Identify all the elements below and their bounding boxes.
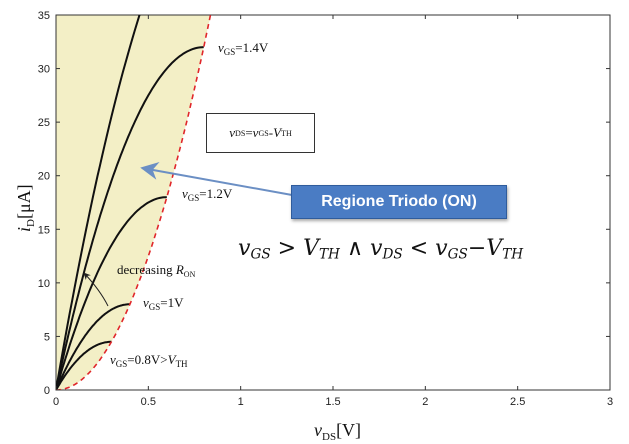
label-vgs-1: vGS=1V (143, 295, 184, 312)
y-tick-label: 15 (38, 224, 50, 236)
triode-region-fill (56, 15, 212, 390)
x-tick-label: 2.5 (510, 396, 525, 408)
y-tick-label: 35 (38, 10, 50, 22)
label-vgs-1-2: vGS=1.2V (182, 186, 233, 203)
y-tick-label: 25 (38, 117, 50, 129)
x-tick-label: 0.5 (141, 396, 156, 408)
y-axis-ticks: 0 5 10 15 20 25 30 35 (38, 10, 610, 397)
triode-condition-formula: vGS > VTH ∧ vDS < vGS−VTH (238, 236, 524, 263)
y-tick-label: 5 (44, 331, 50, 343)
x-axis-label: vDS[V] (314, 420, 361, 443)
label-vgs-0-8: vGS=0.8V>VTH (110, 352, 188, 369)
y-axis-label: iD[μA] (14, 184, 37, 232)
x-tick-label: 0 (53, 396, 59, 408)
decreasing-ron-label: decreasing RON (117, 262, 196, 279)
id-curve-4 (56, 15, 141, 390)
x-tick-label: 2 (422, 396, 428, 408)
boundary-formula-box: v DS = v GS - V TH (206, 113, 315, 153)
callout-arrow (140, 162, 293, 196)
id-curve-3 (56, 46, 204, 390)
saturation-boundary-curve (56, 15, 212, 390)
label-vgs-1-4: vGS=1.4V (218, 40, 269, 57)
callout-label: Regione Triodo (ON) (321, 193, 477, 210)
id-curve-0 (56, 340, 112, 390)
x-tick-label: 3 (607, 396, 613, 408)
y-tick-label: 20 (38, 171, 50, 183)
id-vds-curves (56, 15, 204, 390)
x-axis-ticks: 0 0.5 1 1.5 2 2.5 3 (53, 15, 613, 408)
y-tick-label: 30 (38, 64, 50, 76)
id-curve-2 (56, 196, 167, 390)
id-curve-1 (56, 303, 130, 390)
triode-region-area (56, 15, 212, 390)
triode-region-callout: Regione Triodo (ON) (291, 185, 507, 219)
y-tick-label: 0 (44, 385, 50, 397)
boundary-line (56, 15, 212, 390)
x-tick-label: 1 (238, 396, 244, 408)
x-tick-label: 1.5 (325, 396, 340, 408)
y-tick-label: 10 (38, 278, 50, 290)
decreasing-ron-arrow (83, 272, 109, 307)
